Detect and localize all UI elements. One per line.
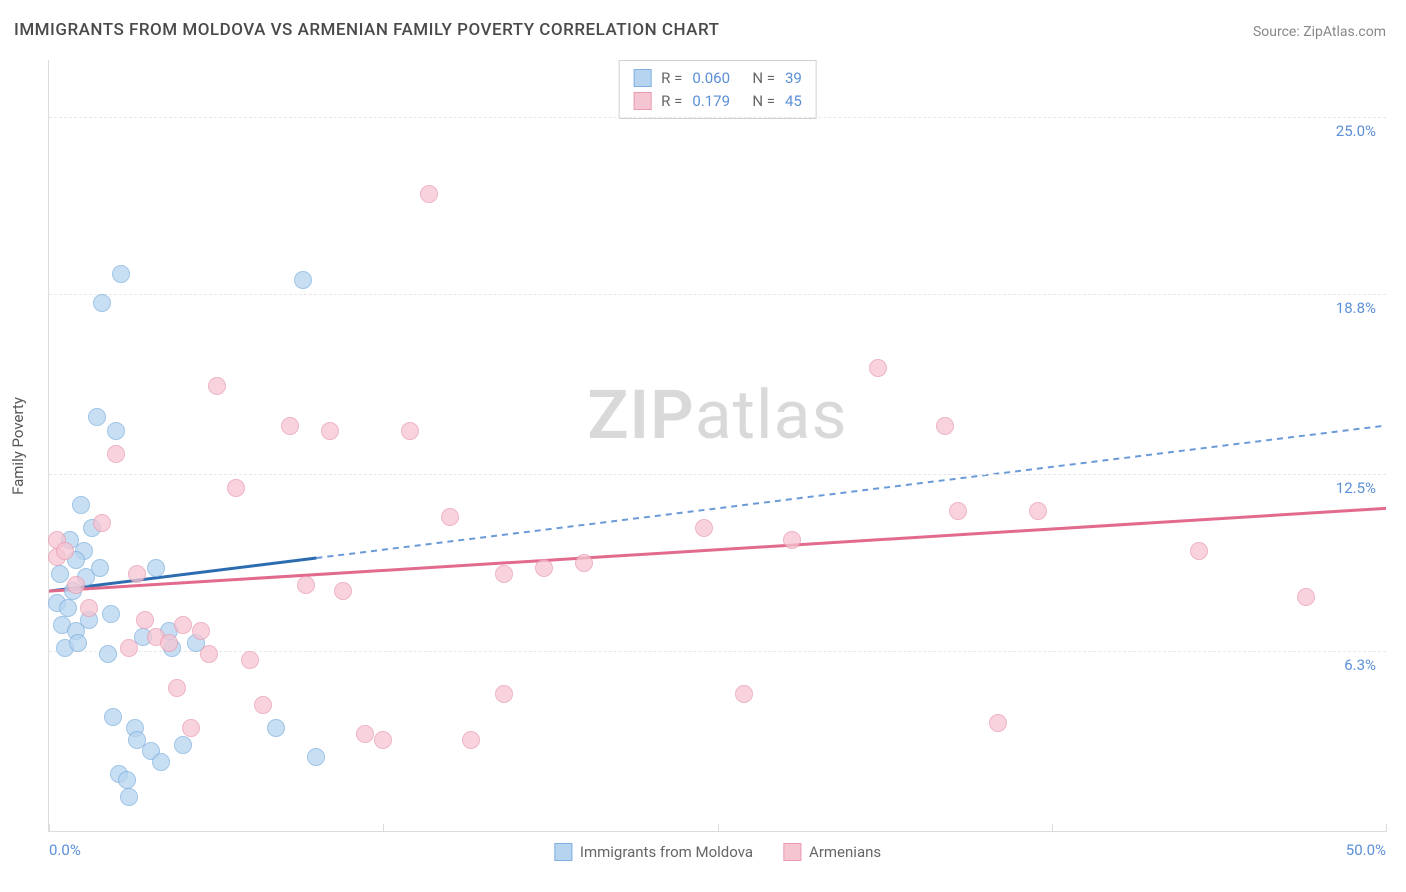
scatter-point [51,565,69,583]
scatter-point [462,731,480,749]
x-tick-label: 0.0% [49,841,81,859]
chart-title: IMMIGRANTS FROM MOLDOVA VS ARMENIAN FAMI… [14,20,719,40]
y-tick-label: 18.8% [1336,299,1376,317]
scatter-point [294,271,312,289]
scatter-point [99,645,117,663]
grid-line [49,117,1386,118]
y-axis-title: Family Poverty [9,397,27,495]
grid-line [49,474,1386,475]
scatter-point [88,408,106,426]
scatter-point [91,559,109,577]
scatter-point [107,445,125,463]
scatter-point [297,576,315,594]
source-label: Source: ZipAtlas.com [1253,24,1386,40]
scatter-point [147,559,165,577]
scatter-point [735,685,753,703]
scatter-point [267,719,285,737]
scatter-point [1029,502,1047,520]
scatter-point [174,616,192,634]
scatter-point [152,753,170,771]
scatter-point [420,185,438,203]
scatter-point [307,748,325,766]
scatter-point [107,422,125,440]
scatter-point [160,634,178,652]
swatch-icon [554,843,572,861]
scatter-point [495,685,513,703]
scatter-point [136,611,154,629]
scatter-point [401,422,419,440]
scatter-point [281,417,299,435]
y-tick-label: 6.3% [1344,656,1376,674]
swatch-icon [633,92,651,110]
scatter-point [321,422,339,440]
x-tick [1052,824,1053,832]
scatter-point [120,639,138,657]
scatter-point [104,708,122,726]
stats-legend-box: R =0.060N =39R =0.179N =45 [618,60,817,119]
scatter-point [495,565,513,583]
grid-line [49,294,1386,295]
swatch-icon [783,843,801,861]
swatch-icon [633,69,651,87]
scatter-point [989,714,1007,732]
x-tick [49,824,50,832]
legend-item: Immigrants from Moldova [554,843,753,861]
legend-label: Armenians [809,843,881,861]
scatter-point [334,582,352,600]
scatter-point [1297,588,1315,606]
scatter-point [118,771,136,789]
scatter-point [227,479,245,497]
scatter-point [67,576,85,594]
scatter-point [254,696,272,714]
trend-lines-layer [49,60,1386,831]
scatter-point [374,731,392,749]
scatter-point [102,605,120,623]
x-tick [383,824,384,832]
scatter-point [783,531,801,549]
x-tick-label: 50.0% [1346,841,1386,859]
scatter-point [208,377,226,395]
scatter-point [128,565,146,583]
scatter-point [695,519,713,537]
x-tick [1386,824,1387,832]
y-tick-label: 25.0% [1336,122,1376,140]
scatter-point [200,645,218,663]
scatter-point [93,514,111,532]
scatter-point [69,634,87,652]
scatter-point [112,265,130,283]
trend-line-solid [49,508,1386,591]
scatter-point [59,599,77,617]
scatter-point [869,359,887,377]
scatter-point [1190,542,1208,560]
scatter-point [72,496,90,514]
legend-label: Immigrants from Moldova [580,843,753,861]
scatter-point [120,788,138,806]
watermark: ZIPatlas [587,375,847,455]
legend-item: Armenians [783,843,881,861]
stats-row: R =0.179N =45 [633,90,802,113]
scatter-point [441,508,459,526]
scatter-point [936,417,954,435]
scatter-point [93,294,111,312]
scatter-point [128,731,146,749]
y-tick-label: 12.5% [1336,479,1376,497]
scatter-point [174,736,192,754]
trend-line-dashed [316,426,1386,558]
scatter-point [241,651,259,669]
scatter-point [168,679,186,697]
scatter-point [535,559,553,577]
stats-row: R =0.060N =39 [633,67,802,90]
scatter-point [192,622,210,640]
scatter-point [356,725,374,743]
scatter-point [80,599,98,617]
x-tick [718,824,719,832]
scatter-point [182,719,200,737]
scatter-point [575,554,593,572]
series-legend: Immigrants from Moldova Armenians [554,843,881,861]
chart-plot-area: ZIPatlas R =0.060N =39R =0.179N =45 Immi… [48,60,1386,832]
scatter-point [949,502,967,520]
scatter-point [56,542,74,560]
